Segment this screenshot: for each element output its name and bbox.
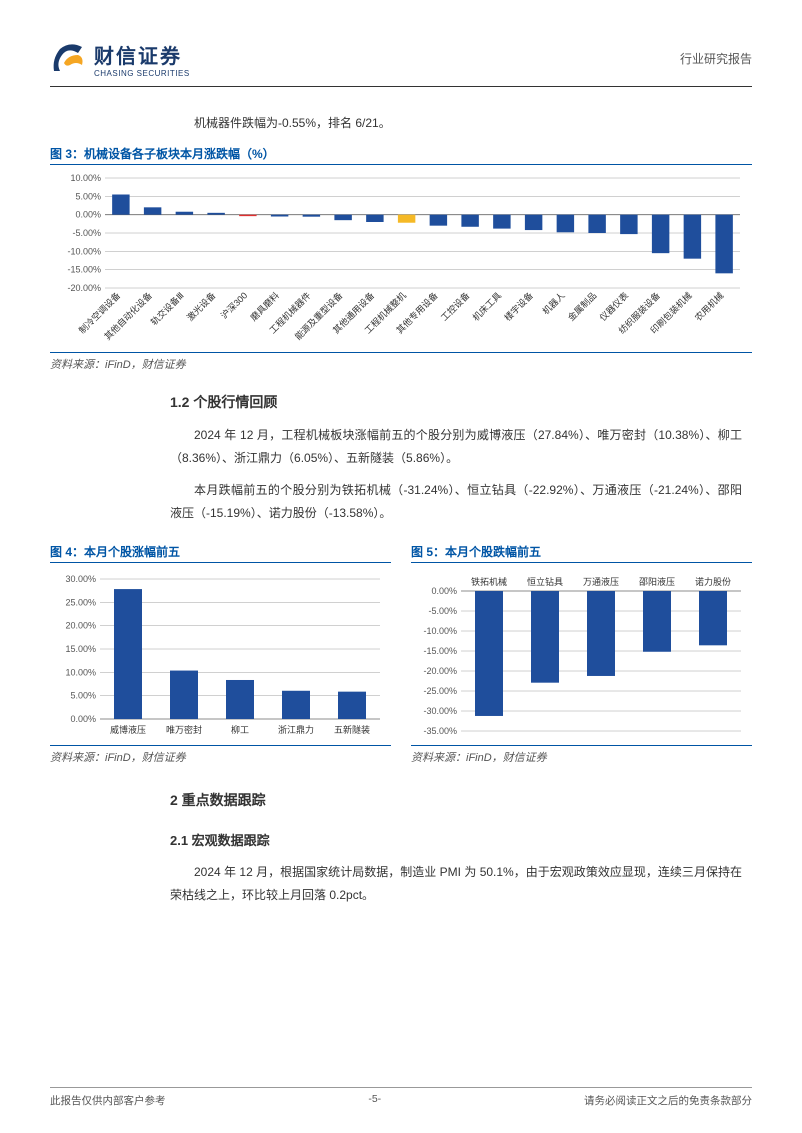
footer-page-number: -5- [368, 1093, 381, 1108]
svg-text:仪器仪表: 仪器仪表 [597, 289, 630, 322]
svg-text:威博液压: 威博液压 [110, 724, 146, 735]
fig5-source: 资料来源：iFinD，财信证券 [411, 749, 752, 765]
fig4-divider-bottom [50, 745, 391, 746]
fig4-divider [50, 562, 391, 563]
svg-text:-15.00%: -15.00% [423, 646, 457, 656]
svg-text:铁拓机械: 铁拓机械 [471, 576, 507, 587]
fig3-divider-bottom [50, 352, 752, 353]
svg-text:柳工: 柳工 [231, 724, 249, 735]
figures-4-5-row: 图 4：本月个股涨幅前五 0.00% 5.00% 10.00% 15.00% 20.00… [50, 535, 752, 765]
fig5-title: 图 5：本月个股跌幅前五 [411, 543, 752, 560]
svg-text:磨具磨料: 磨具磨料 [248, 289, 281, 322]
svg-text:-20.00%: -20.00% [67, 283, 101, 293]
svg-text:激光设备: 激光设备 [184, 289, 217, 322]
header-divider [50, 86, 752, 87]
logo-block: 财信证券 CHASING SECURITIES [50, 40, 190, 78]
report-type-label: 行业研究报告 [680, 50, 752, 67]
svg-text:机床工具: 机床工具 [470, 289, 503, 322]
figure-3-block: 图 3：机械设备各子板块本月涨跌幅（%） -20.00% -15.00% -10.0… [50, 145, 752, 372]
svg-text:25.00%: 25.00% [65, 597, 96, 607]
footer-left: 此报告仅供内部客户参考 [50, 1093, 166, 1108]
fig5-divider [411, 562, 752, 563]
brand-name-cn: 财信证券 [94, 40, 190, 69]
footer-divider [50, 1087, 752, 1088]
svg-text:15.00%: 15.00% [65, 644, 96, 654]
section-1-2-para2: 本月跌幅前五的个股分别为铁拓机械（-31.24%）、恒立钻具（-22.92%）、… [170, 479, 742, 525]
svg-text:-10.00%: -10.00% [67, 246, 101, 256]
svg-text:-5.00%: -5.00% [72, 228, 101, 238]
fig4-source: 资料来源：iFinD，财信证券 [50, 749, 391, 765]
svg-text:五新隧装: 五新隧装 [334, 724, 370, 735]
fig5-chart: -35.00% -30.00% -25.00% -20.00% -15.00% -10.0… [411, 571, 752, 741]
svg-text:-25.00%: -25.00% [423, 686, 457, 696]
fig3-source: 资料来源：iFinD，财信证券 [50, 356, 752, 372]
svg-text:-35.00%: -35.00% [423, 726, 457, 736]
svg-text:工控设备: 工控设备 [438, 289, 471, 322]
company-logo-icon [50, 41, 86, 77]
svg-text:金属制品: 金属制品 [565, 289, 598, 322]
svg-text:邵阳液压: 邵阳液压 [639, 576, 675, 587]
svg-text:恒立钻具: 恒立钻具 [527, 576, 563, 587]
svg-text:20.00%: 20.00% [65, 621, 96, 631]
svg-text:-15.00%: -15.00% [67, 264, 101, 274]
page-header: 财信证券 CHASING SECURITIES 行业研究报告 [50, 40, 752, 78]
svg-text:0.00%: 0.00% [431, 586, 457, 596]
svg-text:-30.00%: -30.00% [423, 706, 457, 716]
section-2-1-title: 2.1 宏观数据跟踪 [170, 830, 752, 849]
svg-text:浙江鼎力: 浙江鼎力 [278, 724, 314, 735]
section-2-title: 2 重点数据跟踪 [170, 790, 752, 810]
svg-text:5.00%: 5.00% [75, 191, 101, 201]
svg-text:农用机械: 农用机械 [692, 289, 725, 322]
svg-text:10.00%: 10.00% [65, 667, 96, 677]
figure-4-block: 图 4：本月个股涨幅前五 0.00% 5.00% 10.00% 15.00% 20.00… [50, 535, 391, 765]
svg-text:0.00%: 0.00% [75, 209, 101, 219]
fig3-title: 图 3：机械设备各子板块本月涨跌幅（%） [50, 145, 752, 162]
fig4-title: 图 4：本月个股涨幅前五 [50, 543, 391, 560]
svg-text:沪深300: 沪深300 [218, 289, 249, 320]
section-2-1-para: 2024 年 12 月，根据国家统计局数据，制造业 PMI 为 50.1%，由于… [170, 861, 742, 907]
svg-text:-5.00%: -5.00% [428, 606, 457, 616]
footer-right: 请务必阅读正文之后的免责条款部分 [584, 1093, 752, 1108]
fig3-divider [50, 164, 752, 165]
intro-text: 机械器件跌幅为-0.55%，排名 6/21。 [170, 112, 742, 135]
fig3-chart: -20.00% -15.00% -10.00% -5.00% 0.00% 5.00% 10.… [50, 173, 752, 348]
section-1-2-para1: 2024 年 12 月，工程机械板块涨幅前五的个股分别为威博液压（27.84%）… [170, 424, 742, 470]
svg-text:轨交设备Ⅲ: 轨交设备Ⅲ [148, 289, 186, 327]
svg-text:10.00%: 10.00% [70, 173, 101, 183]
section-1-2-title: 1.2 个股行情回顾 [170, 392, 752, 412]
figure-5-block: 图 5：本月个股跌幅前五 -35.00% -30.00% -25.00% -20.00… [411, 535, 752, 765]
svg-text:机器人: 机器人 [540, 289, 567, 316]
svg-text:楼宇设备: 楼宇设备 [502, 289, 535, 322]
svg-text:诺力股份: 诺力股份 [695, 576, 731, 587]
svg-text:0.00%: 0.00% [70, 714, 96, 724]
svg-text:万通液压: 万通液压 [583, 576, 619, 587]
fig4-chart: 0.00% 5.00% 10.00% 15.00% 20.00% 25.00% 30.00%… [50, 571, 391, 741]
svg-text:-20.00%: -20.00% [423, 666, 457, 676]
svg-text:30.00%: 30.00% [65, 574, 96, 584]
brand-name-en: CHASING SECURITIES [94, 69, 190, 78]
fig5-divider-bottom [411, 745, 752, 746]
page-footer: 此报告仅供内部客户参考 -5- 请务必阅读正文之后的免责条款部分 [50, 1087, 752, 1108]
svg-text:唯万密封: 唯万密封 [166, 724, 202, 735]
svg-text:-10.00%: -10.00% [423, 626, 457, 636]
svg-text:5.00%: 5.00% [70, 691, 96, 701]
